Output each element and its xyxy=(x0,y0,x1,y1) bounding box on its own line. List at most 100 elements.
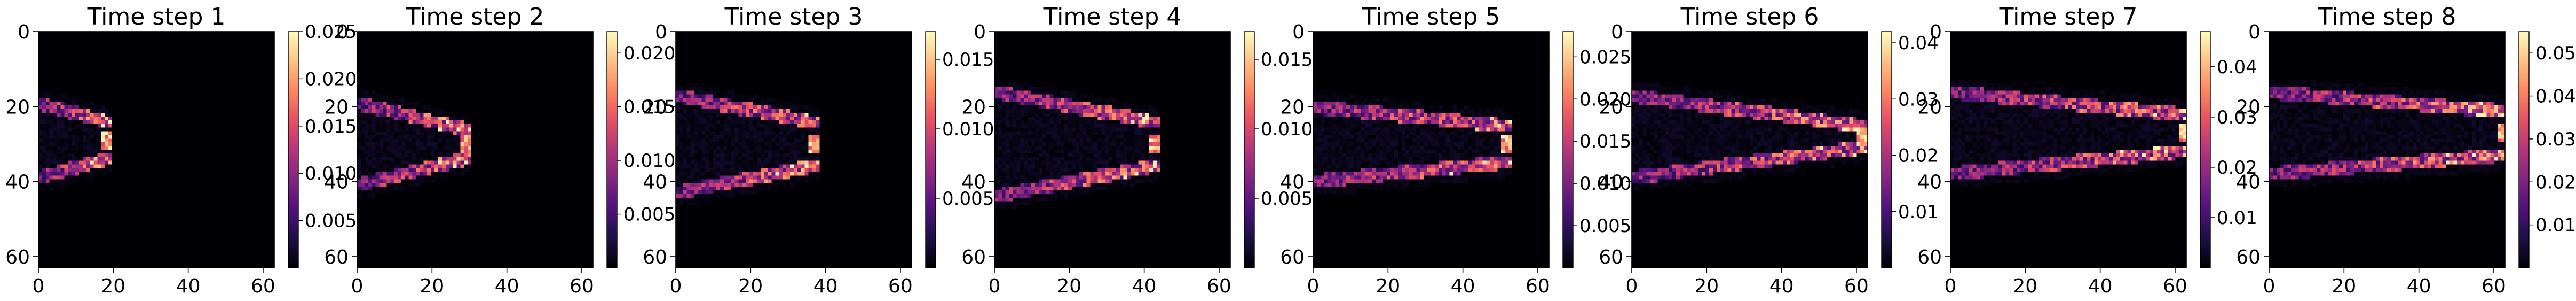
heatmap-cell xyxy=(94,94,98,98)
heatmap-cell xyxy=(168,172,172,176)
heatmap-cell xyxy=(171,138,176,143)
heatmap-cell xyxy=(208,91,212,95)
heatmap-cell xyxy=(86,212,91,217)
heatmap-cell xyxy=(241,260,246,265)
heatmap-cell xyxy=(94,80,98,84)
heatmap-cell xyxy=(164,253,168,257)
heatmap-cell xyxy=(219,98,223,102)
heatmap-cell xyxy=(105,43,109,47)
heatmap-cell xyxy=(60,168,65,173)
heatmap-cell xyxy=(50,190,54,195)
heatmap-cell xyxy=(149,87,153,91)
heatmap-cell xyxy=(86,87,91,91)
heatmap-cell xyxy=(116,50,120,55)
heatmap-cell xyxy=(50,117,54,121)
heatmap-cell xyxy=(60,235,65,239)
heatmap-cell xyxy=(120,238,124,243)
heatmap-cell xyxy=(75,183,80,187)
heatmap-cell xyxy=(259,216,264,220)
heatmap-cell xyxy=(42,249,46,253)
heatmap-cell xyxy=(123,72,128,76)
heatmap-cell xyxy=(230,150,234,154)
heatmap-cell xyxy=(252,231,257,235)
heatmap-cell xyxy=(245,187,249,191)
heatmap-cell xyxy=(120,47,124,51)
heatmap-cell xyxy=(141,220,146,224)
heatmap-cell xyxy=(68,39,72,43)
heatmap-cell xyxy=(42,57,46,61)
heatmap-cell xyxy=(168,76,172,80)
heatmap-cell xyxy=(75,61,80,65)
heatmap-cell xyxy=(116,168,120,173)
heatmap-cell xyxy=(230,165,234,169)
heatmap-cell xyxy=(153,91,157,95)
heatmap-cell xyxy=(42,246,46,250)
heatmap-cell xyxy=(204,198,209,202)
heatmap-cell xyxy=(219,50,223,55)
heatmap-cell xyxy=(259,253,264,257)
heatmap-cell xyxy=(226,43,231,47)
heatmap-cell xyxy=(171,231,176,235)
heatmap-cell xyxy=(263,172,267,176)
heatmap-cell xyxy=(112,253,116,257)
heatmap-cell xyxy=(135,220,139,224)
heatmap-cell xyxy=(156,209,161,213)
heatmap-cell xyxy=(178,220,183,224)
heatmap-cell xyxy=(259,150,264,154)
heatmap-cell xyxy=(116,124,120,128)
heatmap-cell xyxy=(145,142,149,146)
heatmap-cell xyxy=(219,238,223,243)
heatmap-cell xyxy=(216,138,220,143)
heatmap-cell xyxy=(94,235,98,239)
heatmap-cell xyxy=(216,187,220,191)
heatmap-cell xyxy=(226,117,231,121)
heatmap-cell xyxy=(135,179,139,183)
heatmap-cell xyxy=(208,72,212,76)
heatmap-cell xyxy=(127,194,131,198)
heatmap-cell xyxy=(98,198,102,202)
heatmap-cell xyxy=(57,113,61,117)
heatmap-cell xyxy=(212,205,216,210)
heatmap-cell xyxy=(245,238,249,243)
heatmap-cell xyxy=(182,83,186,88)
heatmap-cell xyxy=(263,194,267,198)
heatmap-cell xyxy=(186,187,190,191)
heatmap-cell xyxy=(101,161,105,165)
heatmap-cell xyxy=(79,235,83,239)
heatmap-cell xyxy=(212,220,216,224)
heatmap-cell xyxy=(86,65,91,69)
heatmap-cell xyxy=(60,190,65,195)
heatmap-cell xyxy=(64,105,68,110)
heatmap-cell xyxy=(197,135,201,139)
heatmap-cell xyxy=(79,102,83,106)
heatmap-cell xyxy=(53,138,58,143)
heatmap-cell xyxy=(112,142,116,146)
heatmap-cell xyxy=(182,142,186,146)
heatmap-cell xyxy=(168,257,172,261)
heatmap-cell xyxy=(75,47,80,51)
heatmap-cell xyxy=(197,102,201,106)
heatmap-cell xyxy=(252,102,257,106)
heatmap-cell xyxy=(201,223,205,228)
heatmap-cell xyxy=(131,175,135,180)
heatmap-cell xyxy=(223,157,227,161)
heatmap-cell xyxy=(141,72,146,76)
heatmap-cell xyxy=(263,257,267,261)
heatmap-cell xyxy=(259,113,264,117)
heatmap-cell xyxy=(245,209,249,213)
heatmap-cell xyxy=(46,98,50,102)
heatmap-cell xyxy=(145,157,149,161)
heatmap-cell xyxy=(94,260,98,265)
heatmap-cell xyxy=(120,172,124,176)
heatmap-cell xyxy=(53,113,58,117)
heatmap-cell xyxy=(90,231,94,235)
heatmap-cell xyxy=(219,142,223,146)
heatmap-cell xyxy=(197,205,201,210)
heatmap-cell xyxy=(182,212,186,217)
heatmap-cell xyxy=(105,87,109,91)
heatmap-cell xyxy=(141,161,146,165)
heatmap-cell xyxy=(208,209,212,213)
heatmap-cell xyxy=(252,187,257,191)
heatmap-cell xyxy=(263,175,267,180)
heatmap-cell xyxy=(105,72,109,76)
